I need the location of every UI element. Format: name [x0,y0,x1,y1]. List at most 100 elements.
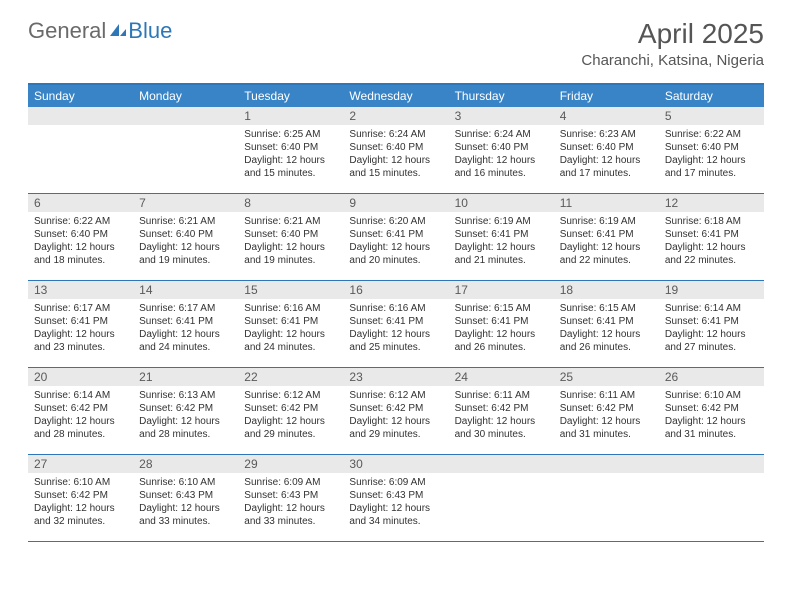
day-header-row: Sunday Monday Tuesday Wednesday Thursday… [28,85,764,107]
day-details: Sunrise: 6:21 AMSunset: 6:40 PMDaylight:… [238,212,343,271]
day-details: Sunrise: 6:17 AMSunset: 6:41 PMDaylight:… [133,299,238,358]
date-number: 30 [343,455,448,473]
date-number [449,455,554,473]
day-details [659,473,764,480]
day-cell: 11Sunrise: 6:19 AMSunset: 6:41 PMDayligh… [554,194,659,280]
date-number: 29 [238,455,343,473]
day-details: Sunrise: 6:22 AMSunset: 6:40 PMDaylight:… [28,212,133,271]
day-cell: 18Sunrise: 6:15 AMSunset: 6:41 PMDayligh… [554,281,659,367]
logo: General Blue [28,18,172,44]
weeks-container: 1Sunrise: 6:25 AMSunset: 6:40 PMDaylight… [28,107,764,542]
day-details [449,473,554,480]
day-cell [554,455,659,541]
date-number [28,107,133,125]
day-header: Thursday [449,85,554,107]
date-number: 7 [133,194,238,212]
week-row: 13Sunrise: 6:17 AMSunset: 6:41 PMDayligh… [28,281,764,368]
day-header: Wednesday [343,85,448,107]
day-details: Sunrise: 6:17 AMSunset: 6:41 PMDaylight:… [28,299,133,358]
day-details: Sunrise: 6:23 AMSunset: 6:40 PMDaylight:… [554,125,659,184]
day-details: Sunrise: 6:10 AMSunset: 6:43 PMDaylight:… [133,473,238,532]
day-cell: 8Sunrise: 6:21 AMSunset: 6:40 PMDaylight… [238,194,343,280]
date-number: 9 [343,194,448,212]
day-cell: 27Sunrise: 6:10 AMSunset: 6:42 PMDayligh… [28,455,133,541]
date-number: 12 [659,194,764,212]
date-number [554,455,659,473]
date-number: 4 [554,107,659,125]
date-number: 2 [343,107,448,125]
day-header: Monday [133,85,238,107]
date-number: 22 [238,368,343,386]
day-cell: 12Sunrise: 6:18 AMSunset: 6:41 PMDayligh… [659,194,764,280]
day-cell: 4Sunrise: 6:23 AMSunset: 6:40 PMDaylight… [554,107,659,193]
date-number: 16 [343,281,448,299]
day-cell: 22Sunrise: 6:12 AMSunset: 6:42 PMDayligh… [238,368,343,454]
day-details: Sunrise: 6:20 AMSunset: 6:41 PMDaylight:… [343,212,448,271]
day-cell: 13Sunrise: 6:17 AMSunset: 6:41 PMDayligh… [28,281,133,367]
day-details: Sunrise: 6:22 AMSunset: 6:40 PMDaylight:… [659,125,764,184]
day-cell: 14Sunrise: 6:17 AMSunset: 6:41 PMDayligh… [133,281,238,367]
date-number: 10 [449,194,554,212]
day-header: Friday [554,85,659,107]
title-block: April 2025 Charanchi, Katsina, Nigeria [581,18,764,69]
day-details: Sunrise: 6:12 AMSunset: 6:42 PMDaylight:… [343,386,448,445]
day-details [28,125,133,132]
date-number: 25 [554,368,659,386]
day-details: Sunrise: 6:18 AMSunset: 6:41 PMDaylight:… [659,212,764,271]
month-title: April 2025 [581,18,764,50]
day-header: Sunday [28,85,133,107]
day-cell: 28Sunrise: 6:10 AMSunset: 6:43 PMDayligh… [133,455,238,541]
day-cell: 5Sunrise: 6:22 AMSunset: 6:40 PMDaylight… [659,107,764,193]
week-row: 20Sunrise: 6:14 AMSunset: 6:42 PMDayligh… [28,368,764,455]
day-details [554,473,659,480]
date-number [659,455,764,473]
date-number: 20 [28,368,133,386]
date-number: 24 [449,368,554,386]
day-details: Sunrise: 6:12 AMSunset: 6:42 PMDaylight:… [238,386,343,445]
day-cell: 2Sunrise: 6:24 AMSunset: 6:40 PMDaylight… [343,107,448,193]
date-number: 11 [554,194,659,212]
day-cell: 21Sunrise: 6:13 AMSunset: 6:42 PMDayligh… [133,368,238,454]
day-cell: 25Sunrise: 6:11 AMSunset: 6:42 PMDayligh… [554,368,659,454]
date-number: 27 [28,455,133,473]
week-row: 27Sunrise: 6:10 AMSunset: 6:42 PMDayligh… [28,455,764,542]
day-details: Sunrise: 6:15 AMSunset: 6:41 PMDaylight:… [449,299,554,358]
date-number: 28 [133,455,238,473]
day-cell: 29Sunrise: 6:09 AMSunset: 6:43 PMDayligh… [238,455,343,541]
day-header: Saturday [659,85,764,107]
date-number: 13 [28,281,133,299]
day-details: Sunrise: 6:24 AMSunset: 6:40 PMDaylight:… [343,125,448,184]
day-cell [133,107,238,193]
date-number: 1 [238,107,343,125]
logo-word-blue: Blue [128,18,172,44]
date-number: 19 [659,281,764,299]
day-details [133,125,238,132]
date-number: 18 [554,281,659,299]
date-number: 23 [343,368,448,386]
day-details: Sunrise: 6:11 AMSunset: 6:42 PMDaylight:… [554,386,659,445]
date-number: 5 [659,107,764,125]
day-details: Sunrise: 6:14 AMSunset: 6:41 PMDaylight:… [659,299,764,358]
week-row: 1Sunrise: 6:25 AMSunset: 6:40 PMDaylight… [28,107,764,194]
day-cell [449,455,554,541]
day-details: Sunrise: 6:24 AMSunset: 6:40 PMDaylight:… [449,125,554,184]
day-details: Sunrise: 6:21 AMSunset: 6:40 PMDaylight:… [133,212,238,271]
day-cell: 16Sunrise: 6:16 AMSunset: 6:41 PMDayligh… [343,281,448,367]
date-number: 21 [133,368,238,386]
day-cell [28,107,133,193]
day-details: Sunrise: 6:09 AMSunset: 6:43 PMDaylight:… [238,473,343,532]
location: Charanchi, Katsina, Nigeria [581,52,764,69]
day-details: Sunrise: 6:10 AMSunset: 6:42 PMDaylight:… [659,386,764,445]
day-details: Sunrise: 6:10 AMSunset: 6:42 PMDaylight:… [28,473,133,532]
day-cell: 7Sunrise: 6:21 AMSunset: 6:40 PMDaylight… [133,194,238,280]
header: General Blue April 2025 Charanchi, Katsi… [0,0,792,77]
day-details: Sunrise: 6:16 AMSunset: 6:41 PMDaylight:… [343,299,448,358]
day-details: Sunrise: 6:11 AMSunset: 6:42 PMDaylight:… [449,386,554,445]
day-details: Sunrise: 6:13 AMSunset: 6:42 PMDaylight:… [133,386,238,445]
day-cell: 17Sunrise: 6:15 AMSunset: 6:41 PMDayligh… [449,281,554,367]
day-details: Sunrise: 6:09 AMSunset: 6:43 PMDaylight:… [343,473,448,532]
day-cell: 26Sunrise: 6:10 AMSunset: 6:42 PMDayligh… [659,368,764,454]
day-details: Sunrise: 6:19 AMSunset: 6:41 PMDaylight:… [449,212,554,271]
date-number: 3 [449,107,554,125]
date-number: 14 [133,281,238,299]
